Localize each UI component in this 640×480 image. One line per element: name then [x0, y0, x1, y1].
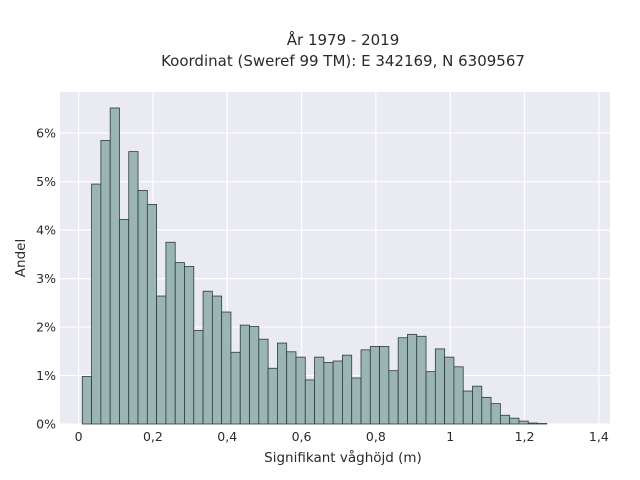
histogram-bar-28 — [342, 354, 353, 425]
histogram-bar-27 — [332, 360, 343, 425]
histogram-bar-1 — [91, 183, 102, 425]
histogram-bar-32 — [379, 346, 390, 425]
histogram-bar-33 — [388, 370, 399, 425]
histogram-bar-45 — [499, 414, 511, 425]
histogram-bar-25 — [314, 356, 325, 425]
histogram-bar-7 — [146, 204, 158, 425]
histogram-bar-35 — [407, 333, 418, 425]
histogram-bar-38 — [434, 348, 446, 425]
histogram-bar-22 — [286, 351, 297, 425]
x-tick-label-7: 1,4 — [589, 429, 609, 444]
histogram-bar-41 — [462, 390, 473, 425]
histogram-bar-21 — [276, 342, 288, 425]
histogram-bar-46 — [509, 417, 520, 425]
histogram-bar-48 — [527, 422, 538, 425]
histogram-bar-40 — [453, 366, 464, 425]
histogram-bar-2 — [100, 140, 111, 425]
histogram-bar-9 — [165, 241, 176, 425]
histogram-bar-6 — [137, 189, 148, 425]
y-tick-label-0: 0% — [36, 417, 56, 432]
histogram-bar-29 — [351, 377, 362, 425]
histogram-bar-3 — [109, 107, 120, 425]
histogram-bar-14 — [211, 295, 223, 425]
histogram-bars — [81, 107, 548, 425]
x-tick-label-5: 1 — [446, 429, 454, 444]
y-tick-label-1: 1% — [36, 368, 56, 383]
histogram-bar-5 — [128, 151, 139, 425]
y-tick-label-5: 5% — [36, 174, 56, 189]
chart-title: År 1979 - 2019 — [287, 30, 400, 49]
histogram-bar-4 — [119, 219, 130, 425]
histogram-bar-34 — [397, 337, 408, 425]
x-tick-label-1: 0,2 — [143, 429, 163, 444]
histogram-bar-42 — [472, 385, 483, 425]
histogram-bar-24 — [304, 379, 315, 425]
histogram-bar-11 — [184, 266, 195, 425]
histogram-bar-47 — [518, 420, 529, 425]
x-tick-label-0: 0 — [75, 429, 83, 444]
histogram-bar-10 — [174, 262, 185, 425]
histogram-bar-39 — [444, 356, 455, 425]
histogram-bar-18 — [249, 326, 260, 425]
x-tick-label-4: 0,8 — [366, 429, 386, 444]
x-tick-label-6: 1,2 — [515, 429, 535, 444]
histogram-bar-36 — [416, 335, 427, 425]
histogram-bar-26 — [323, 362, 334, 425]
histogram-bar-0 — [81, 376, 92, 425]
y-axis-label: Andel — [13, 239, 29, 277]
histogram-bar-31 — [369, 346, 380, 425]
y-tick-label-3: 3% — [36, 271, 56, 286]
histogram-bar-15 — [221, 311, 232, 425]
histogram-bar-8 — [156, 295, 167, 425]
y-tick-label-6: 6% — [36, 126, 56, 141]
y-axis-ticks: 0% 1% 2% 3% 4% 5% 6% — [36, 126, 56, 432]
histogram-bar-12 — [193, 330, 204, 425]
y-tick-label-4: 4% — [36, 223, 56, 238]
chart-subtitle: Koordinat (Sweref 99 TM): E 342169, N 63… — [161, 52, 525, 70]
x-axis-label: Signifikant våghöjd (m) — [264, 449, 422, 466]
y-tick-label-2: 2% — [36, 320, 56, 335]
histogram-bar-30 — [360, 349, 371, 425]
histogram-bar-37 — [425, 371, 436, 425]
histogram-bar-44 — [490, 403, 501, 425]
histogram-bar-19 — [258, 338, 269, 425]
histogram-bar-20 — [267, 367, 278, 425]
histogram-bar-23 — [295, 356, 306, 425]
histogram-bar-43 — [481, 396, 492, 425]
histogram-bar-17 — [239, 324, 250, 425]
x-axis-ticks: 0 0,2 0,4 0,6 0,8 1 1,2 1,4 — [75, 429, 609, 444]
x-tick-label-2: 0,4 — [217, 429, 237, 444]
histogram-bar-16 — [230, 351, 241, 425]
x-tick-label-3: 0,6 — [292, 429, 312, 444]
histogram-bar-13 — [202, 290, 213, 425]
